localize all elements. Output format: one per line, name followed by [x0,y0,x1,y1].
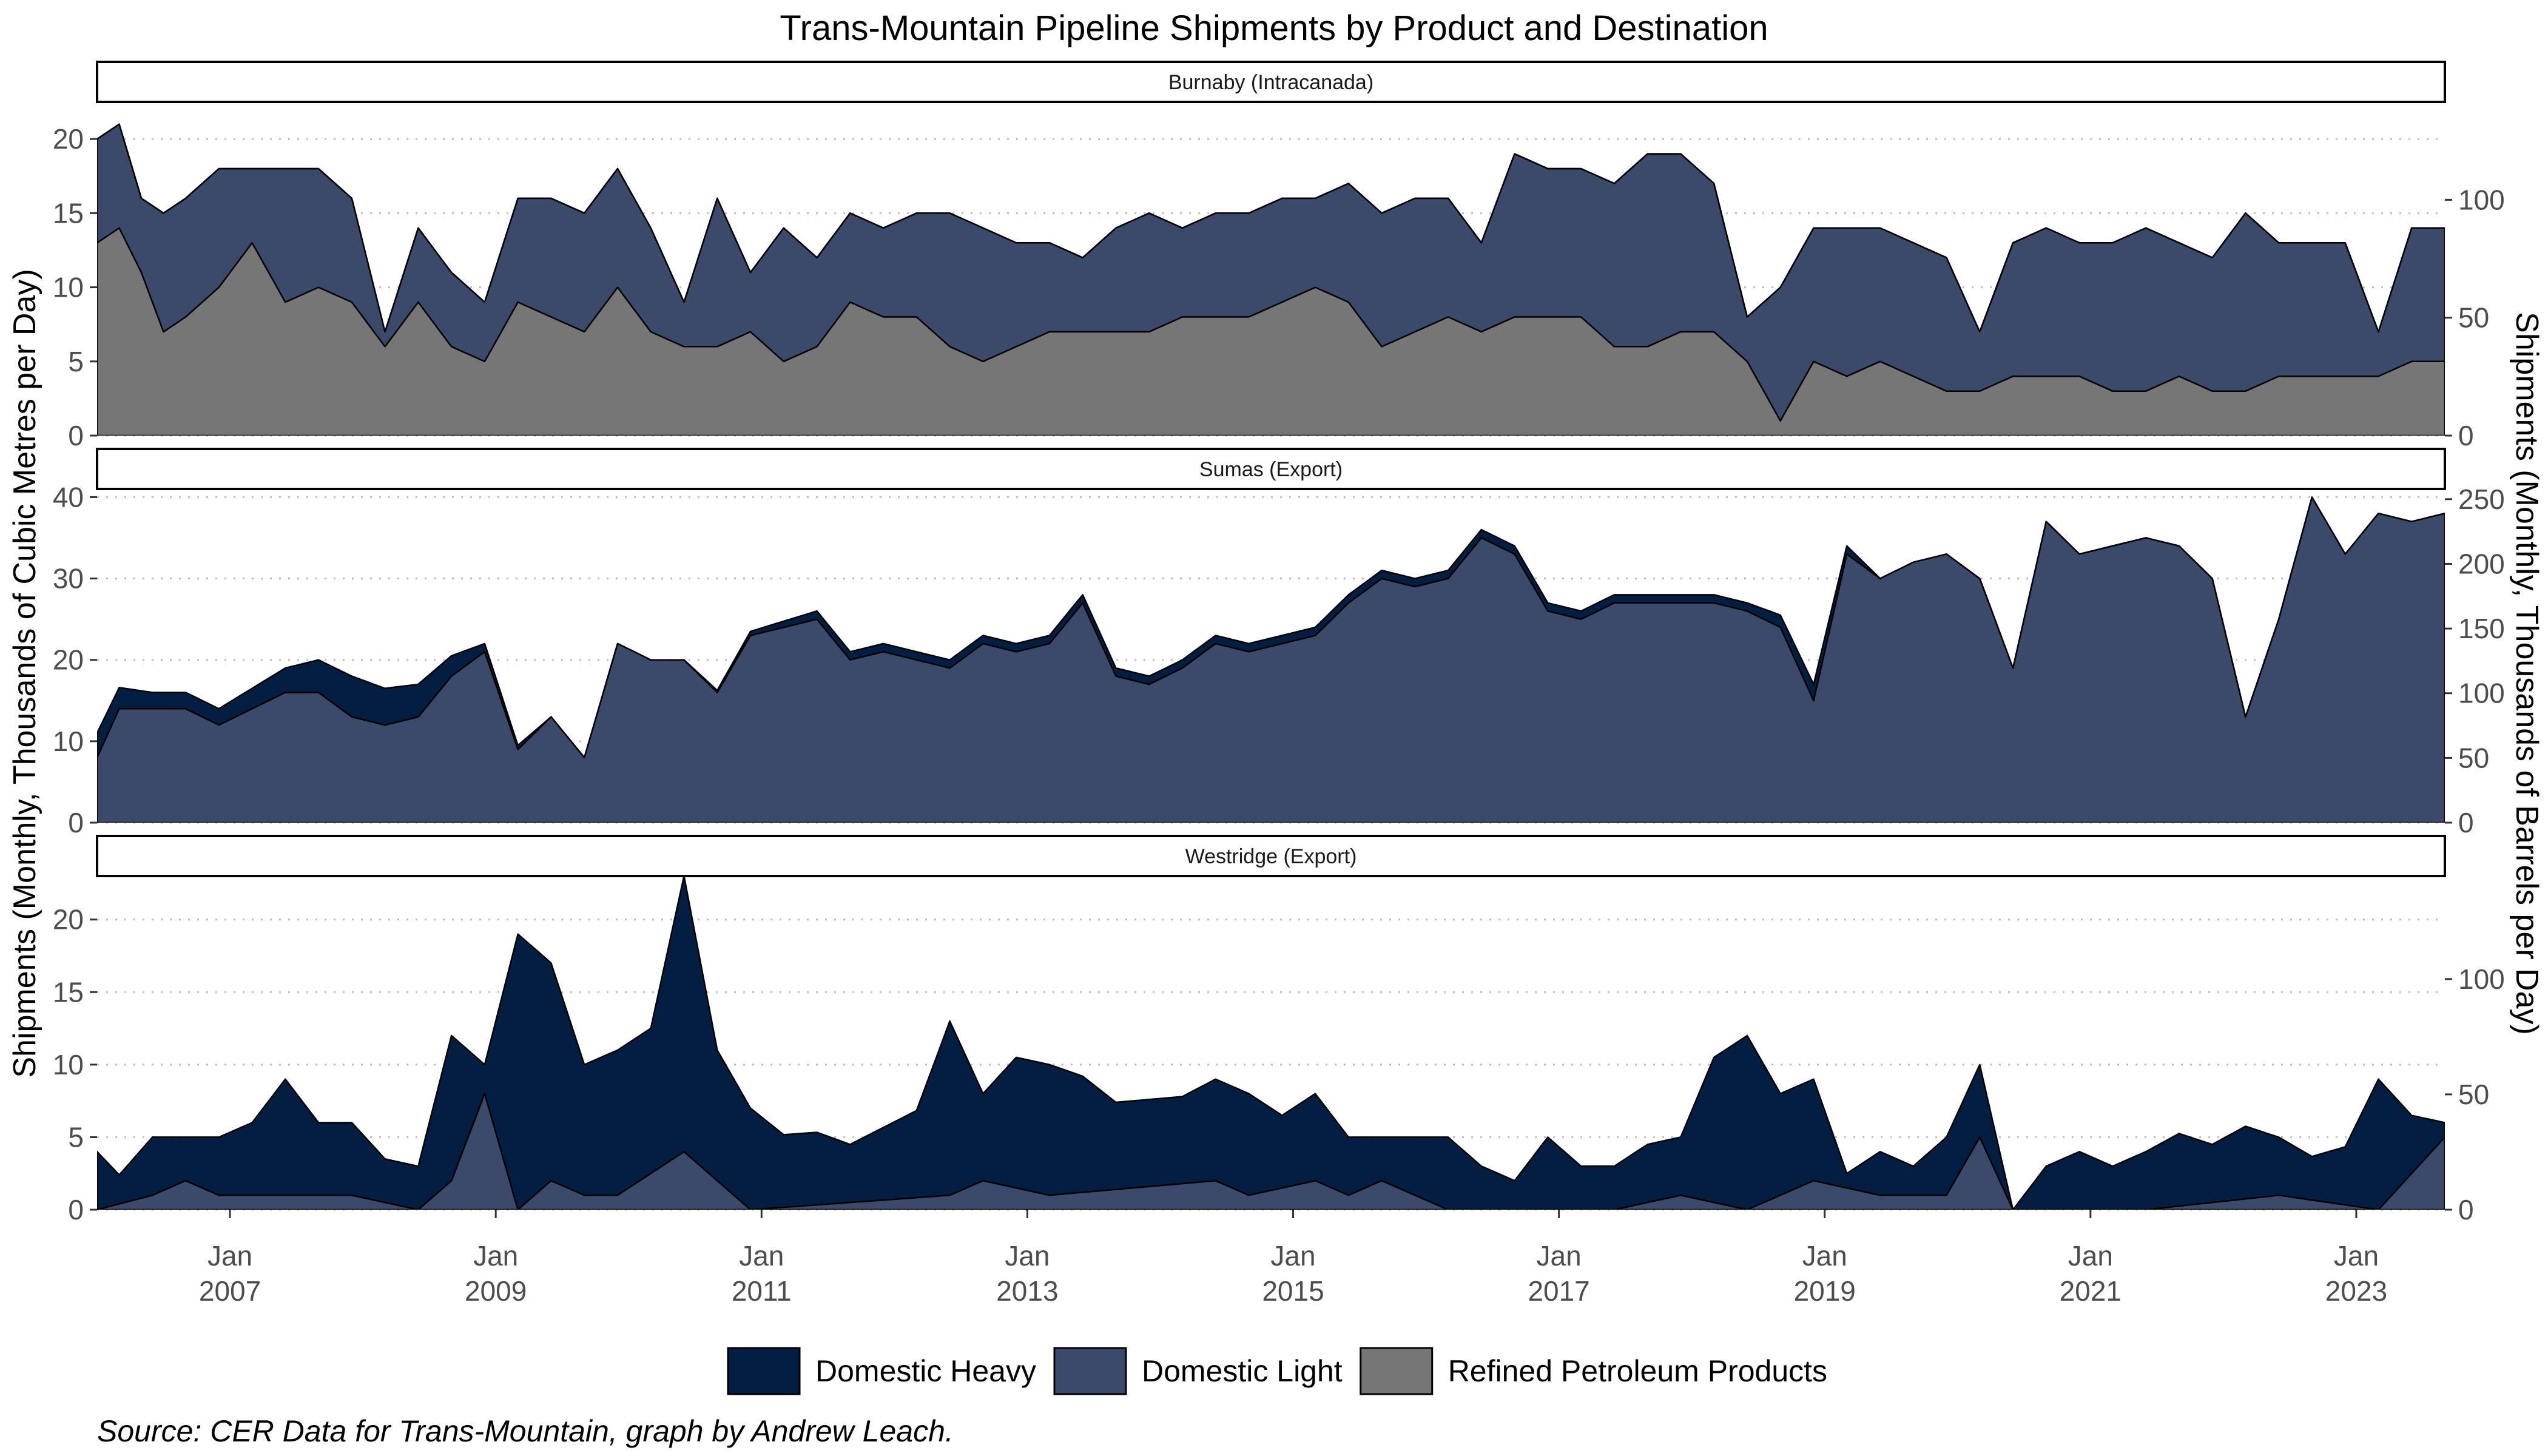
y-tick-label: 20 [53,644,84,676]
area-domestic-heavy [97,496,2445,758]
x-tick-label: Jan [2068,1240,2113,1272]
y-tick-label: 0 [68,1194,84,1225]
legend-item-domestic-light: Domestic Light [1053,1347,1343,1395]
y-tick-label: 5 [68,346,84,377]
panel-strip-label: Westridge (Export) [1185,845,1357,868]
panel-burnaby-intracanada: Burnaby (Intracanada) 0 5 10 15 20 0 50 100 [53,61,2505,451]
legend-swatch [727,1347,801,1395]
x-tick-label: 2021 [2060,1275,2122,1307]
x-tick-label: 2023 [2325,1275,2387,1307]
chart-caption: Source: CER Data for Trans-Mountain, gra… [97,1414,954,1448]
area-domestic-heavy [97,123,2445,333]
y-tick-label: 0 [68,807,84,838]
x-tick-label: Jan [2334,1240,2379,1272]
area-layers [97,123,2445,436]
y2-tick-label: 150 [2458,613,2505,644]
legend-swatch [1360,1347,1434,1395]
x-tick-label: Jan [1270,1240,1315,1272]
y2-tick-label: 50 [2458,742,2489,774]
panel-strip-label: Sumas (Export) [1199,458,1343,481]
panel-strip [96,448,2446,490]
panel-strip [96,61,2446,103]
x-tick-label: 2013 [996,1275,1058,1307]
area-layers [97,876,2445,1210]
y-tick-label: 0 [68,420,84,451]
x-tick-label: 2007 [199,1275,261,1307]
y2-tick-label: 0 [2458,807,2474,838]
x-tick-label: Jan [207,1240,252,1272]
x-tick-label: Jan [739,1240,784,1272]
x-tick-label: 2017 [1528,1275,1589,1307]
y-tick-label: 10 [53,272,84,303]
y-tick-label: 30 [53,563,84,595]
y-tick-label: 20 [53,904,84,935]
y2-tick-label: 100 [2458,963,2505,995]
x-tick-label: 2011 [732,1275,792,1307]
y2-tick-label: 0 [2458,420,2474,451]
y2-tick-label: 50 [2458,1079,2489,1110]
x-tick-label: Jan [1005,1240,1050,1272]
x-tick-label: Jan [473,1240,518,1272]
y-tick-label: 5 [68,1121,84,1153]
legend-item-refined-petroleum-products: Refined Petroleum Products [1360,1347,1827,1395]
y2-tick-label: 100 [2458,184,2505,215]
y2-tick-label: 250 [2458,484,2505,515]
legend-item-domestic-heavy: Domestic Heavy [727,1347,1036,1395]
legend-label: Domestic Heavy [815,1354,1036,1388]
x-axis: Jan2007Jan2009Jan2011Jan2013Jan2015Jan20… [199,1210,2387,1307]
x-tick-label: 2015 [1262,1275,1324,1307]
y-tick-label: 10 [53,726,84,757]
area-domestic-heavy [97,876,2445,1210]
panel-strip-label: Burnaby (Intracanada) [1168,71,1373,94]
panel-sumas-export: Sumas (Export) 0 10 20 30 40 0 50 100 150 200 250 [53,448,2505,838]
panels: Burnaby (Intracanada)05101520050100Sumas… [53,61,2505,1225]
y-tick-label: 10 [53,1049,84,1080]
area-layers [97,496,2445,823]
legend-label: Refined Petroleum Products [1448,1354,1827,1388]
panel-strip [96,835,2446,877]
legend-label: Domestic Light [1142,1354,1343,1388]
x-tick-label: Jan [1802,1240,1847,1272]
y-axis-left-title: Shipments (Monthly, Thousands of Cubic M… [7,269,42,1077]
legend: Domestic Heavy Domestic Light Refined Petr… [727,1347,1827,1395]
y2-tick-label: 200 [2458,548,2505,579]
chart-title: Trans-Mountain Pipeline Shipments by Pro… [780,8,1768,48]
y-tick-label: 40 [53,481,84,513]
panel-westridge-export: Westridge (Export) 0 5 10 15 20 0 50 100 [53,835,2505,1225]
x-tick-label: 2009 [465,1275,527,1307]
y-tick-label: 15 [53,197,84,229]
y2-tick-label: 0 [2458,1194,2474,1225]
y-tick-label: 15 [53,976,84,1008]
y-axis-right-title: Shipments (Monthly, Thousands of Barrels… [2509,312,2544,1035]
y2-tick-label: 50 [2458,302,2489,334]
y2-tick-label: 100 [2458,678,2505,709]
legend-swatch [1053,1347,1127,1395]
x-tick-label: 2019 [1794,1275,1856,1307]
y-tick-label: 20 [53,123,84,155]
x-tick-label: Jan [1537,1240,1582,1272]
